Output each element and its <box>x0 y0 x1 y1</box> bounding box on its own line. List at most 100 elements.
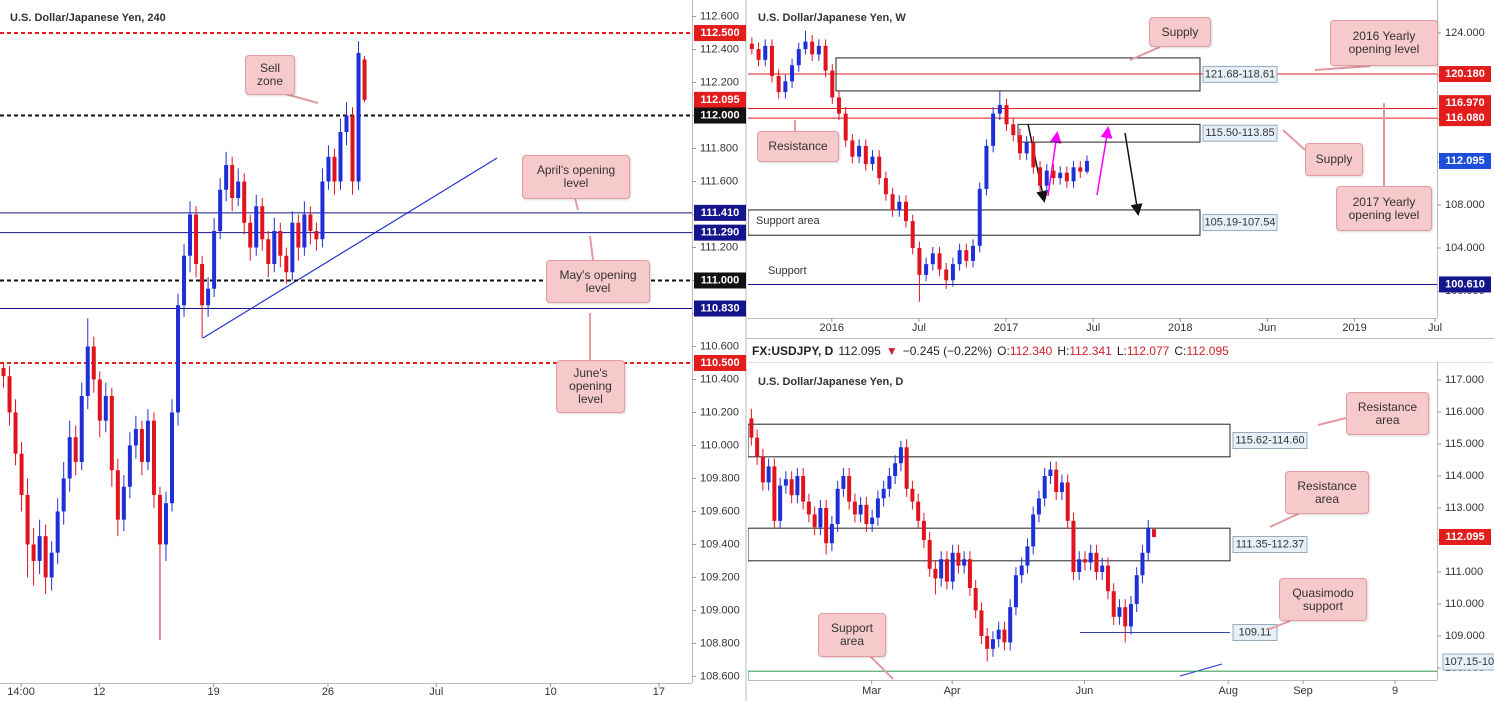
candle-body <box>1004 104 1009 125</box>
candle-body <box>1058 172 1063 179</box>
candle-body <box>964 250 969 261</box>
callout: Resistance area <box>1285 471 1369 514</box>
candle-body <box>956 552 961 566</box>
candle-body <box>852 501 857 515</box>
candle-body <box>877 156 882 179</box>
price-label-box <box>1439 66 1491 83</box>
price-label: 111.410 <box>701 207 740 219</box>
candle-body <box>19 453 24 495</box>
price-label: 112.095 <box>1445 531 1484 543</box>
candle-body <box>200 263 205 306</box>
candle-body <box>933 568 938 579</box>
candle-body <box>1071 167 1076 182</box>
x-tick-label: 14:00 <box>7 686 35 698</box>
candle-body <box>109 395 114 471</box>
candle-body <box>766 466 771 483</box>
candle-body <box>73 437 78 462</box>
candle-body <box>115 470 120 520</box>
candle-body <box>1117 607 1122 617</box>
candle-body <box>242 181 247 223</box>
zone-label-box <box>1232 535 1308 553</box>
callout-tail <box>589 235 594 261</box>
y-tick-label: 113.000 <box>1445 502 1484 514</box>
candle-body <box>864 504 869 525</box>
candle-body <box>1044 170 1049 186</box>
price-label-box <box>694 204 746 221</box>
chart-title: U.S. Dollar/Japanese Yen, D <box>758 376 903 388</box>
segment-label-box <box>1232 623 1278 641</box>
candle-body <box>904 447 909 489</box>
candle-body <box>91 346 96 380</box>
candle-body <box>816 45 821 55</box>
candle-body <box>1134 575 1139 605</box>
zone <box>748 423 1231 458</box>
callout-tail <box>1317 417 1347 426</box>
callout: Resistance <box>757 131 839 162</box>
price-label-box <box>1439 95 1491 112</box>
candle-body <box>362 59 367 100</box>
candle-body <box>212 231 217 289</box>
price-label: 100.610 <box>1445 278 1485 290</box>
ohlc-value: 112.077 <box>1126 344 1170 358</box>
candle-body <box>921 520 926 541</box>
candle-body <box>810 41 815 55</box>
candle-body <box>883 178 888 195</box>
callout-tail <box>1314 65 1371 71</box>
callout-tail <box>1282 129 1306 151</box>
plot-area <box>748 408 1437 680</box>
price-label-box <box>694 354 746 371</box>
candle-body <box>25 494 30 545</box>
candle-body <box>823 45 828 71</box>
candle-body <box>917 248 922 275</box>
zone-label: 115.50-113.85 <box>1205 127 1274 139</box>
candle-body <box>1036 498 1041 515</box>
arrow <box>1027 123 1049 203</box>
plot-area <box>748 30 1437 302</box>
callout: Sell zone <box>245 55 295 95</box>
zone-label-box <box>1202 65 1278 83</box>
candle-body <box>145 420 150 462</box>
candle-body <box>1031 514 1036 547</box>
price-label: 120.180 <box>1445 68 1485 80</box>
price-label-box <box>694 224 746 241</box>
title-bg <box>752 373 942 391</box>
y-tick-label: 111.800 <box>700 142 738 154</box>
candle-body <box>290 222 295 273</box>
y-tick-label: 112.600 <box>700 10 739 22</box>
candle-body <box>139 428 144 462</box>
callout: Resistance area <box>1346 392 1429 435</box>
x-tick-label: Jun <box>1259 322 1277 334</box>
callout-tail <box>1266 620 1291 631</box>
candle-body <box>43 536 48 578</box>
candle-body <box>284 255 289 273</box>
candle-body <box>857 145 862 157</box>
candle-body <box>332 156 337 182</box>
candle-body <box>984 145 989 189</box>
candle-body <box>1059 482 1064 493</box>
candle-body <box>835 488 840 525</box>
candle-body <box>803 41 808 50</box>
candle-body <box>997 104 1002 114</box>
candle-body <box>278 231 283 256</box>
candle-body <box>789 479 794 496</box>
candle-body <box>818 508 823 528</box>
candle-body <box>772 466 777 521</box>
candle-body <box>950 552 955 582</box>
y-tick-label: 110.600 <box>700 340 739 352</box>
candle-body <box>887 476 892 489</box>
candle-body <box>1054 469 1059 493</box>
y-tick-label: 124.000 <box>1445 27 1485 39</box>
candle-body <box>1024 142 1029 154</box>
candle-body <box>916 501 921 521</box>
callout: Supply <box>1149 17 1211 47</box>
y-tick-label: 117.000 <box>1445 374 1484 386</box>
candle-body <box>847 476 852 502</box>
trend-line <box>202 157 498 339</box>
candle-body <box>151 420 156 495</box>
x-tick-label: 2018 <box>1168 322 1192 334</box>
candle-body <box>266 239 271 264</box>
candle-body <box>67 437 72 479</box>
candle-body <box>121 486 126 520</box>
candle-body <box>1105 565 1110 592</box>
